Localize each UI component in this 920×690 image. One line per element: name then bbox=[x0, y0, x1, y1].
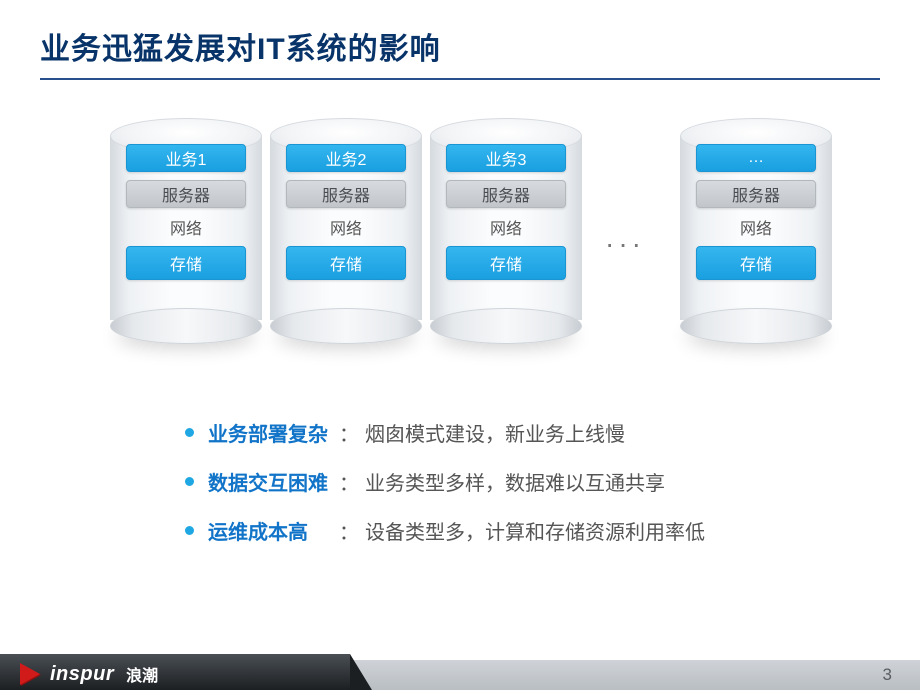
network-label: 网络 bbox=[286, 216, 406, 238]
cylinder-content: 业务2 服务器 网络 存储 bbox=[270, 144, 422, 280]
storage-chip: 存储 bbox=[126, 246, 246, 280]
slide: 业务迅猛发展对IT系统的影响 业务1 服务器 网络 存储 业务2 服务器 网络 … bbox=[0, 0, 920, 690]
brand-logo: inspur 浪潮 bbox=[20, 662, 158, 686]
logo-text-cn: 浪潮 bbox=[126, 662, 158, 686]
bullet-text: 烟囱模式建设，新业务上线慢 bbox=[365, 418, 625, 447]
page-title: 业务迅猛发展对IT系统的影响 bbox=[40, 24, 880, 68]
network-label: 网络 bbox=[126, 216, 246, 238]
footer: inspur 浪潮 3 bbox=[0, 654, 920, 690]
business-chip: 业务1 bbox=[126, 144, 246, 172]
business-chip: 业务3 bbox=[446, 144, 566, 172]
bullet-item: 数据交互困难 ： 业务类型多样，数据难以互通共享 bbox=[185, 467, 920, 496]
storage-chip: 存储 bbox=[286, 246, 406, 280]
bullet-dot-icon bbox=[185, 526, 194, 535]
storage-chip: 存储 bbox=[696, 246, 816, 280]
network-label: 网络 bbox=[446, 216, 566, 238]
bullet-item: 业务部署复杂 ： 烟囱模式建设，新业务上线慢 bbox=[185, 418, 920, 447]
cylinder-bottom bbox=[110, 308, 262, 344]
bullet-head: 业务部署复杂 bbox=[208, 418, 333, 447]
server-chip: 服务器 bbox=[126, 180, 246, 208]
bullet-item: 运维成本高 ： 设备类型多，计算和存储资源利用率低 bbox=[185, 516, 920, 545]
bullet-head: 数据交互困难 bbox=[208, 467, 333, 496]
network-label: 网络 bbox=[696, 216, 816, 238]
bullet-colon: ： bbox=[339, 467, 359, 496]
server-chip: 服务器 bbox=[696, 180, 816, 208]
cylinder-content: 业务3 服务器 网络 存储 bbox=[430, 144, 582, 280]
bullet-text: 设备类型多，计算和存储资源利用率低 bbox=[365, 516, 705, 545]
page-number: 3 bbox=[883, 665, 892, 685]
cylinder-bottom bbox=[680, 308, 832, 344]
cylinder-diagram: 业务1 服务器 网络 存储 业务2 服务器 网络 存储 业务3 服务器 bbox=[0, 118, 920, 353]
business-chip: 业务2 bbox=[286, 144, 406, 172]
cylinder-bottom bbox=[270, 308, 422, 344]
storage-chip: 存储 bbox=[446, 246, 566, 280]
title-underline bbox=[40, 78, 880, 80]
bullet-dot-icon bbox=[185, 428, 194, 437]
cylinder-bottom bbox=[430, 308, 582, 344]
logo-text-en: inspur bbox=[50, 663, 114, 686]
cylinder-content: … 服务器 网络 存储 bbox=[680, 144, 832, 280]
footer-bar-light bbox=[313, 660, 920, 690]
bullet-head: 运维成本高 bbox=[208, 516, 333, 545]
bullet-text: 业务类型多样，数据难以互通共享 bbox=[365, 467, 665, 496]
bullet-list: 业务部署复杂 ： 烟囱模式建设，新业务上线慢 数据交互困难 ： 业务类型多样，数… bbox=[185, 418, 920, 545]
cylinder-content: 业务1 服务器 网络 存储 bbox=[110, 144, 262, 280]
bullet-colon: ： bbox=[339, 418, 359, 447]
business-chip: … bbox=[696, 144, 816, 172]
bullet-dot-icon bbox=[185, 477, 194, 486]
server-chip: 服务器 bbox=[286, 180, 406, 208]
logo-triangle-icon bbox=[20, 663, 40, 685]
server-chip: 服务器 bbox=[446, 180, 566, 208]
bullet-colon: ： bbox=[339, 516, 359, 545]
ellipsis-between: ··· bbox=[605, 228, 645, 260]
title-block: 业务迅猛发展对IT系统的影响 bbox=[0, 0, 920, 88]
